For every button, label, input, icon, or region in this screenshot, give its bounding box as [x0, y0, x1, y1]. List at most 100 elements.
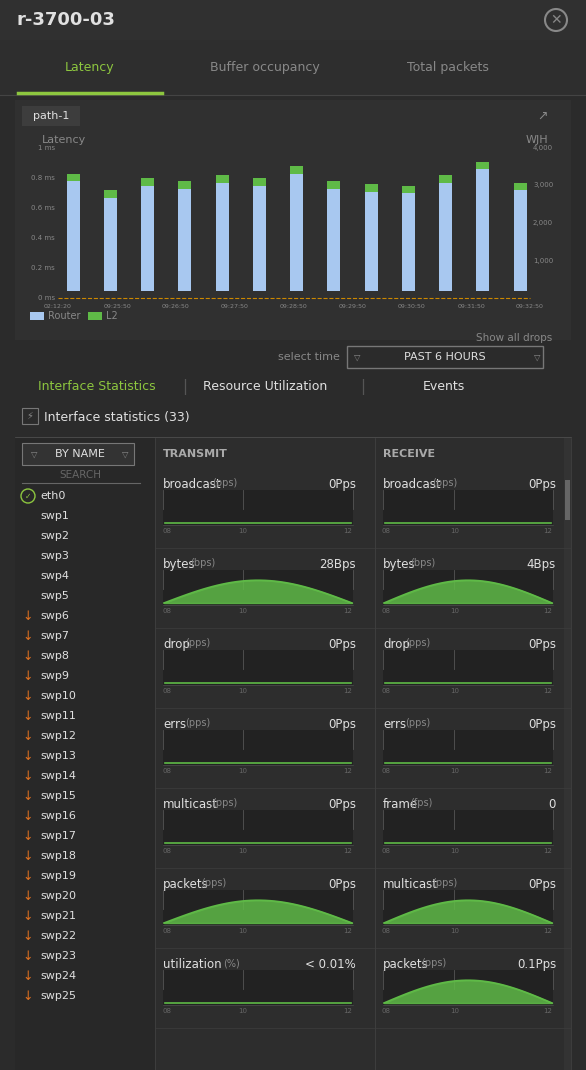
Text: 0: 0	[548, 798, 556, 811]
Text: 08: 08	[382, 688, 391, 694]
Text: swp17: swp17	[40, 831, 76, 841]
Text: (pps): (pps)	[405, 638, 430, 648]
Text: swp14: swp14	[40, 771, 76, 781]
Bar	[0, 345, 586, 370]
Text: ▽: ▽	[31, 449, 38, 459]
Text: swp13: swp13	[40, 751, 76, 761]
Text: BY NAME: BY NAME	[55, 449, 105, 459]
Text: (pps): (pps)	[213, 798, 238, 808]
Bar	[0, 370, 586, 406]
Bar	[364, 184, 377, 290]
Text: Resource Utilization: Resource Utilization	[203, 381, 327, 394]
Text: Latency: Latency	[65, 61, 115, 75]
Text: 0Pps: 0Pps	[328, 718, 356, 731]
Text: 10: 10	[450, 1008, 459, 1014]
Text: swp24: swp24	[40, 970, 76, 981]
Text: |: |	[182, 379, 188, 395]
Text: 08: 08	[382, 768, 391, 774]
Text: 10: 10	[239, 1008, 247, 1014]
Text: 12: 12	[543, 849, 553, 854]
Text: 10: 10	[450, 528, 459, 534]
Text: Events: Events	[423, 381, 465, 394]
Bar	[0, 40, 586, 95]
Text: 0Pps: 0Pps	[328, 638, 356, 651]
Bar	[88, 312, 102, 320]
Text: 0Pps: 0Pps	[528, 718, 556, 731]
Text: 10: 10	[450, 928, 459, 934]
Text: 09:25:50: 09:25:50	[103, 304, 131, 308]
Text: 02:12:20: 02:12:20	[44, 304, 72, 308]
Text: Buffer occupancy: Buffer occupancy	[210, 61, 320, 75]
Text: 10: 10	[450, 768, 459, 774]
Text: (pps): (pps)	[405, 718, 430, 728]
Text: ↓: ↓	[23, 689, 33, 703]
Bar	[66, 173, 80, 181]
Text: < 0.01%: < 0.01%	[305, 958, 356, 970]
Text: 08: 08	[382, 528, 391, 534]
Text: ↓: ↓	[23, 990, 33, 1003]
Text: swp2: swp2	[40, 531, 69, 541]
Bar	[513, 183, 526, 290]
Text: 08: 08	[162, 608, 171, 614]
Text: 08: 08	[162, 1008, 171, 1014]
Text: ✓: ✓	[25, 491, 31, 501]
Bar	[163, 730, 353, 765]
Bar	[439, 175, 452, 183]
Text: swp4: swp4	[40, 571, 69, 581]
Text: 10: 10	[450, 608, 459, 614]
Bar	[66, 173, 80, 290]
Bar	[163, 570, 353, 605]
Text: ↓: ↓	[23, 629, 33, 642]
Text: 12: 12	[543, 528, 553, 534]
Text: TRANSMIT: TRANSMIT	[163, 449, 228, 459]
Text: 0Pps: 0Pps	[328, 798, 356, 811]
Bar	[104, 190, 117, 290]
Text: ▽: ▽	[534, 352, 540, 362]
Text: Latency: Latency	[42, 135, 86, 146]
Text: swp7: swp7	[40, 631, 69, 641]
Bar	[383, 490, 553, 525]
Text: drop: drop	[383, 638, 410, 651]
Text: multicast: multicast	[383, 878, 438, 891]
Bar	[253, 178, 265, 185]
Text: (bps): (bps)	[190, 557, 216, 568]
Text: (pps): (pps)	[432, 878, 458, 888]
Text: 12: 12	[343, 528, 352, 534]
Bar	[22, 106, 80, 126]
Text: 12: 12	[343, 928, 352, 934]
Bar	[141, 178, 154, 290]
Text: 0Pps: 0Pps	[528, 638, 556, 651]
Bar	[216, 175, 229, 290]
Text: ↓: ↓	[23, 709, 33, 722]
Bar	[15, 438, 155, 1070]
Bar	[383, 730, 553, 765]
Text: swp6: swp6	[40, 611, 69, 621]
Bar	[290, 166, 303, 173]
Text: 08: 08	[382, 1008, 391, 1014]
Text: 10: 10	[239, 928, 247, 934]
Text: Show all drops: Show all drops	[476, 333, 552, 343]
Text: L2: L2	[106, 311, 118, 321]
Bar	[383, 810, 553, 845]
Text: 0.4 ms: 0.4 ms	[31, 235, 55, 241]
Bar	[439, 175, 452, 290]
Text: 10: 10	[239, 608, 247, 614]
Bar	[141, 178, 154, 185]
Text: 12: 12	[543, 768, 553, 774]
Bar	[383, 890, 553, 924]
Text: (bps): (bps)	[411, 557, 436, 568]
Bar	[22, 443, 134, 465]
Text: PAST 6 HOURS: PAST 6 HOURS	[404, 352, 486, 362]
Bar	[30, 312, 44, 320]
Text: 0Pps: 0Pps	[328, 878, 356, 891]
Bar	[253, 178, 265, 290]
Text: ↓: ↓	[23, 670, 33, 683]
Text: 10: 10	[239, 528, 247, 534]
Text: ↓: ↓	[23, 870, 33, 883]
Text: 12: 12	[343, 1008, 352, 1014]
Text: 0.2 ms: 0.2 ms	[31, 265, 55, 271]
Text: 08: 08	[162, 528, 171, 534]
Text: swp3: swp3	[40, 551, 69, 561]
Text: r-3700-03: r-3700-03	[16, 11, 115, 29]
Text: swp12: swp12	[40, 731, 76, 742]
